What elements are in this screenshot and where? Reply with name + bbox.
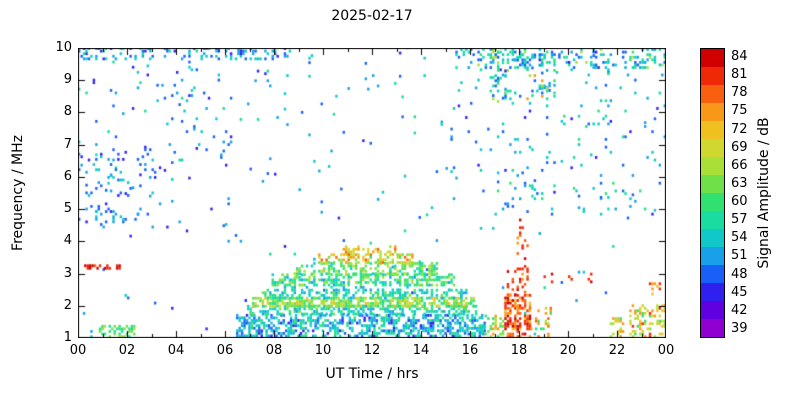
x-tick-label: 00 xyxy=(69,343,87,358)
x-tick-label: 22 xyxy=(608,343,626,358)
colorbar xyxy=(700,48,725,338)
y-tick-label: 9 xyxy=(63,72,72,88)
x-tick-label: 14 xyxy=(412,343,430,358)
x-tick-label: 06 xyxy=(216,343,234,358)
x-tick-label: 18 xyxy=(510,343,528,358)
x-axis-label: UT Time / hrs xyxy=(325,366,419,382)
x-tick-label: 20 xyxy=(559,343,577,358)
cb-tick-label: 75 xyxy=(731,103,748,119)
cb-tick-label: 42 xyxy=(731,302,748,318)
cb-tick-label: 51 xyxy=(731,248,748,264)
cb-tick-label: 78 xyxy=(731,85,748,101)
y-tick-label: 1 xyxy=(63,330,72,345)
y-tick-label: 6 xyxy=(63,168,72,184)
y-tick-label: 8 xyxy=(63,104,72,120)
x-tick-label: 08 xyxy=(265,343,283,358)
chart-title: 2025-02-17 xyxy=(331,8,413,24)
y-tick-label: 7 xyxy=(63,136,72,152)
y-tick-label: 2 xyxy=(63,297,72,313)
x-tick-label: 00 xyxy=(657,343,675,358)
y-axis-label: Frequency / MHz xyxy=(10,135,26,251)
cb-tick-label: 66 xyxy=(731,157,748,173)
y-tick-label: 10 xyxy=(55,40,72,55)
cb-tick-label: 39 xyxy=(731,320,748,336)
y-tick-label: 3 xyxy=(63,265,72,281)
cb-tick-label: 45 xyxy=(731,284,748,300)
cb-tick-label: 48 xyxy=(731,266,748,282)
cb-tick-label: 63 xyxy=(731,175,748,191)
y-tick-label: 5 xyxy=(63,201,72,217)
cb-tick-label: 60 xyxy=(731,194,748,210)
cb-tick-label: 72 xyxy=(731,121,748,137)
cb-tick-label: 57 xyxy=(731,212,748,228)
cb-tick-label: 54 xyxy=(731,230,748,246)
y-tick-label: 4 xyxy=(63,233,72,249)
cb-tick-label: 69 xyxy=(731,139,748,155)
cb-tick-label: 84 xyxy=(731,49,748,65)
spectrogram-plot xyxy=(78,48,666,338)
x-tick-label: 04 xyxy=(167,343,185,358)
cb-tick-label: 81 xyxy=(731,67,748,83)
x-tick-label: 10 xyxy=(314,343,332,358)
x-tick-label: 12 xyxy=(363,343,381,358)
x-tick-label: 16 xyxy=(461,343,479,358)
x-tick-label: 02 xyxy=(118,343,136,358)
